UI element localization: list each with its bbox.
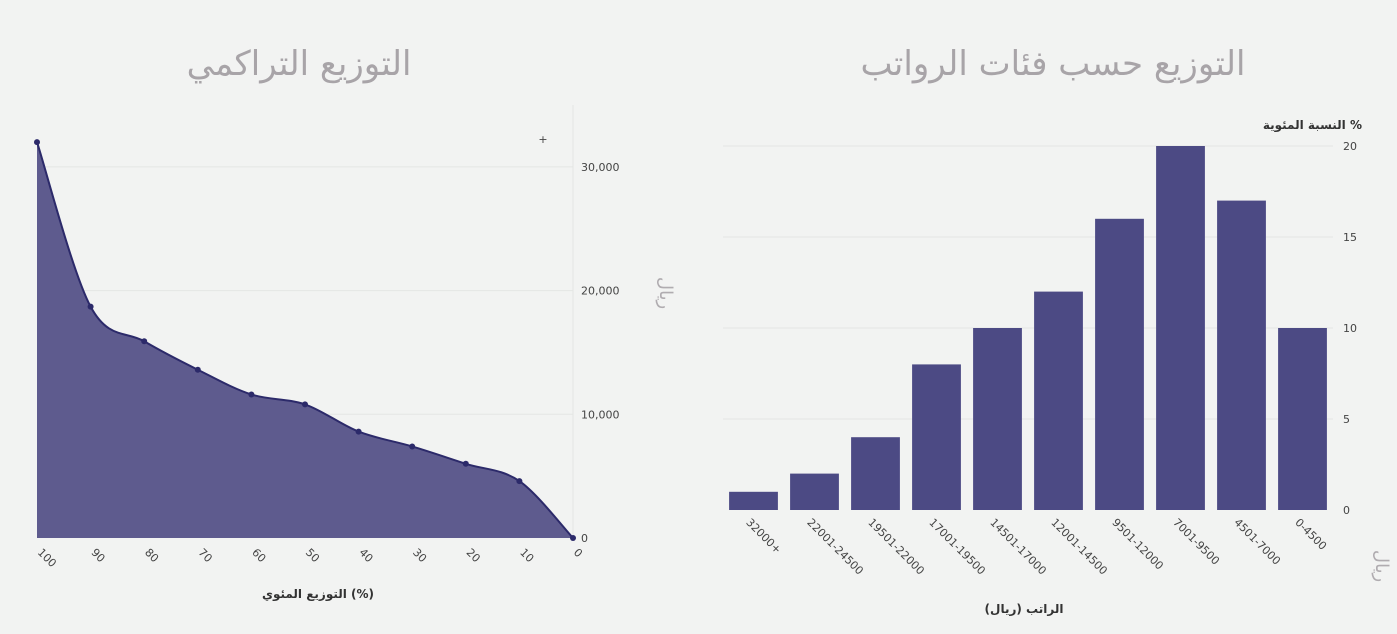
salary-bands-y-tick: 0 [1343,504,1350,517]
salary-bands-x-tick: 17001-19500 [926,516,987,577]
cumulative-chart: التوزيع التراكمي 100 90 80 70 60 50 40 30 20 10 0 … [34,44,676,602]
cumulative-x-tick: 10 [517,546,536,565]
salary-bar-14501-17000[interactable] [973,328,1022,510]
cumulative-point-80[interactable] [141,338,148,345]
cumulative-x-tick: 70 [196,546,215,565]
salary-bands-x-axis-label: الراتب (ريال) [985,602,1064,616]
cumulative-line [36,141,574,539]
cumulative-x-tick: 0 [571,546,585,560]
cumulative-y-tick: 10,000 [581,408,620,421]
salary-bar-9501-12000[interactable] [1095,218,1144,511]
cumulative-y-tick: 20,000 [581,285,620,298]
cumulative-y-axis-label: ريال [655,277,676,309]
cumulative-x-tick: 60 [249,546,268,565]
cumulative-point-60[interactable] [248,391,255,398]
cumulative-x-axis-label: التوزيع المئوي (%) [262,587,374,602]
salary-bands-chart: التوزيع حسب فئات الرواتب النسبة المئوية … [723,44,1392,616]
salary-bands-y-tick: 5 [1343,413,1350,426]
cumulative-point-100[interactable] [34,139,40,146]
salary-bands-y-tick: 10 [1343,322,1357,335]
cumulative-x-tick: 90 [88,546,107,565]
salary-bands-x-tick: 9501-12000 [1109,516,1166,573]
salary-bands-y-tick: 15 [1343,231,1357,244]
cumulative-y-tick: 0 [581,532,588,545]
cumulative-chart-title: التوزيع التراكمي [187,44,412,84]
cumulative-point-50[interactable] [302,401,308,408]
cumulative-x-tick: 100 [35,546,59,570]
cumulative-point-90[interactable] [87,303,94,310]
cumulative-x-tick: 30 [410,546,429,565]
salary-bar-4501-7000[interactable] [1217,200,1266,510]
salary-bands-x-tick: 7001-9500 [1170,516,1222,568]
salary-bands-x-tick: 12001-14500 [1048,516,1109,577]
salary-bands-unit-label: ريال [1371,550,1392,582]
salary-bar-12001-14500[interactable] [1034,291,1083,510]
salary-bar-17001-19500[interactable] [912,364,961,510]
salary-bar-0-4500[interactable] [1278,328,1327,510]
cumulative-point-70[interactable] [194,366,201,373]
salary-bands-chart-title: التوزيع حسب فئات الرواتب [861,44,1246,84]
cumulative-point-10[interactable] [516,478,523,485]
salary-bands-x-tick: 22001-24500 [804,516,865,577]
cumulative-point-40[interactable] [355,428,362,435]
salary-bands-x-tick: 0-4500 [1292,516,1329,553]
salary-bands-y-axis-label: النسبة المئوية % [1263,118,1362,133]
cumulative-point-20[interactable] [462,460,469,467]
plus-marker[interactable]: + [538,133,547,146]
cumulative-point-0[interactable] [570,535,576,541]
salary-bar-32000+[interactable] [729,491,778,510]
cumulative-y-tick: 30,000 [581,161,620,174]
cumulative-x-tick: 50 [303,546,322,565]
cumulative-x-tick: 40 [356,546,375,565]
cumulative-point-30[interactable] [409,443,416,450]
salary-bands-y-tick: 20 [1343,140,1357,153]
salary-bar-7001-9500[interactable] [1156,146,1205,510]
cumulative-x-tick: 80 [142,546,161,565]
cumulative-x-tick: 20 [464,546,483,565]
salary-bands-x-tick: 4501-7000 [1231,516,1283,568]
salary-bands-x-tick: 14501-17000 [987,516,1048,577]
salary-bands-x-tick: 19501-22000 [865,516,926,577]
salary-bands-x-tick: 32000+ [743,516,783,556]
cumulative-area [37,142,573,538]
salary-bar-19501-22000[interactable] [851,437,900,510]
salary-bar-22001-24500[interactable] [790,473,839,510]
